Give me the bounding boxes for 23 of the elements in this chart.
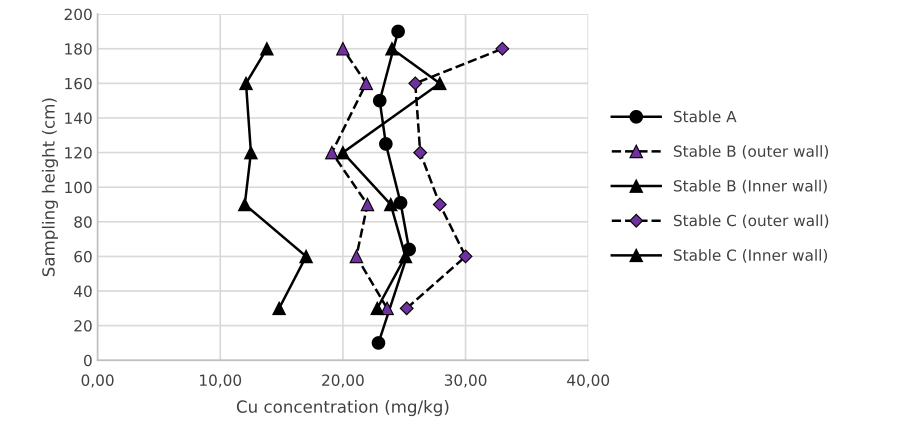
- y-tick-label: 40: [74, 285, 92, 298]
- y-tick-label: 200: [64, 8, 92, 20]
- y-tick-label: 80: [74, 216, 92, 228]
- x-axis-title: Cu concentration (mg/kg): [236, 400, 448, 416]
- legend-label: Stable B (Inner wall): [674, 180, 827, 194]
- x-tick-label: 20,00: [322, 374, 364, 388]
- x-tick-label: 30,00: [444, 374, 486, 388]
- y-tick-label: 0: [84, 354, 92, 366]
- legend-label: Stable C (outer wall): [674, 214, 828, 228]
- y-axis-title: Sampling height (cm): [42, 98, 58, 276]
- y-tick-label: 60: [74, 250, 92, 262]
- legend-label: Stable A: [674, 110, 736, 122]
- y-tick-label: 120: [65, 147, 92, 159]
- y-tick-label: 140: [65, 112, 92, 124]
- x-tick-label: 0,00: [82, 374, 114, 388]
- x-tick-label: 40,00: [567, 374, 610, 388]
- x-tick-label: 10,00: [200, 374, 242, 388]
- y-tick-label: 160: [65, 78, 92, 90]
- y-tick-label: 100: [65, 182, 92, 194]
- y-tick-label: 180: [65, 43, 92, 55]
- legend-label: Stable C (Inner wall): [674, 249, 828, 263]
- legend-label: Stable B (outer wall): [674, 145, 828, 159]
- y-tick-label: 20: [74, 320, 92, 332]
